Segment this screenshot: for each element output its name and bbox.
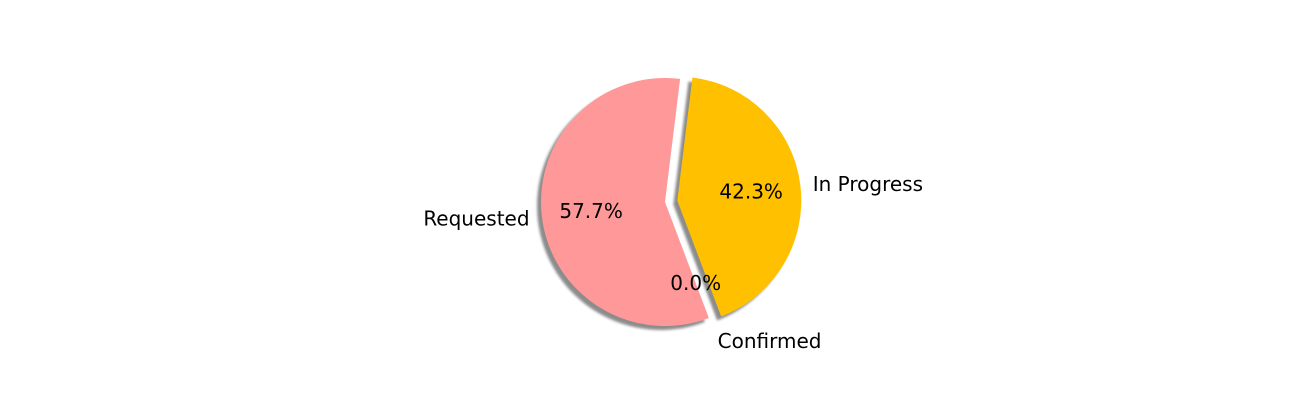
pie-labels: Requested 57.7% Confirmed 0.0% In Progress 42… [423, 172, 923, 353]
slice-pct-requested: 57.7% [559, 199, 623, 223]
slice-label-confirmed: Confirmed [718, 329, 822, 353]
slice-in-progress [677, 77, 802, 317]
slice-label-requested: Requested [423, 206, 529, 230]
slice-pct-in-progress: 42.3% [719, 180, 783, 204]
slice-label-in-progress: In Progress [813, 172, 923, 196]
pie-slices [541, 77, 802, 326]
slice-pct-confirmed: 0.0% [670, 271, 721, 295]
slice-requested [541, 78, 709, 326]
